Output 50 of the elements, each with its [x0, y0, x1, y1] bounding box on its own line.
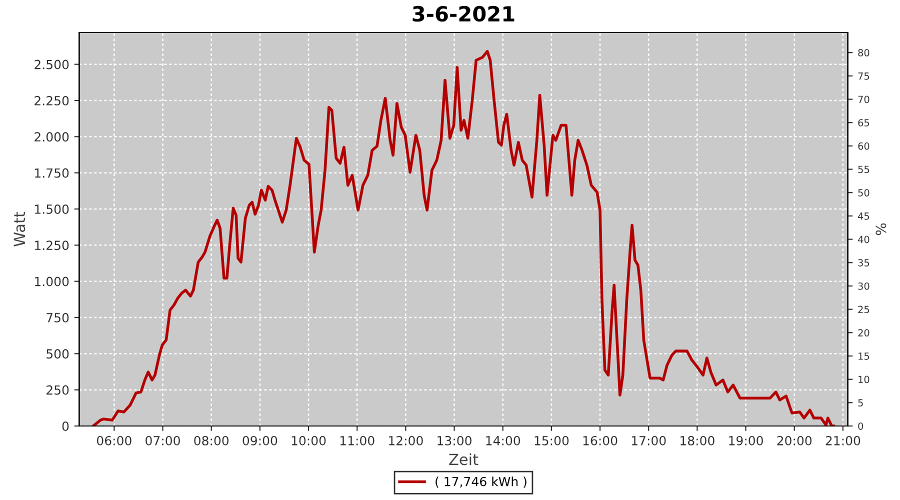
x-tick-label: 20:00	[777, 436, 812, 446]
y-tick-label: 1.500	[35, 204, 69, 214]
y-tick-label: 2.250	[34, 96, 69, 106]
y2-tick-label: 0	[858, 422, 864, 430]
y2-tick-label: 65	[858, 119, 870, 126]
y2-tick-label: 30	[858, 282, 870, 290]
x-axis-title: Zeit	[449, 453, 478, 466]
y2-tick-label: 40	[858, 236, 870, 244]
y2-tick-label: 20	[858, 329, 870, 336]
y-tick-label: 1.000	[35, 276, 69, 286]
y2-axis-title: %	[876, 223, 886, 236]
y-tick-label: 2.500	[34, 60, 69, 70]
x-tick-label: 09:00	[242, 436, 278, 446]
x-tick-label: 10:00	[292, 436, 326, 446]
y2-tick-label: 10	[858, 376, 870, 384]
y-tick-label: 0	[62, 421, 69, 431]
y-tick-label: 500	[46, 349, 69, 359]
x-tick-label: 12:00	[389, 436, 423, 446]
x-tick-label: 13:00	[438, 436, 472, 446]
x-tick-label: 06:00	[96, 436, 132, 446]
y2-tick-label: 55	[858, 166, 870, 174]
y2-tick-label: 80	[858, 49, 870, 56]
x-tick-label: 14:00	[486, 436, 520, 446]
x-tick-label: 19:00	[729, 436, 763, 446]
y-tick-label: 2.000	[34, 132, 69, 142]
legend-label: ( 17,746 kWh )	[436, 476, 526, 488]
x-tick-label: 11:00	[340, 436, 374, 446]
x-tick-label: 21:00	[826, 436, 860, 446]
x-tick-label: 17:00	[632, 436, 666, 446]
y-tick-label: 750	[46, 312, 69, 322]
x-tick-label: 15:00	[534, 436, 569, 446]
y2-tick-label: 60	[858, 142, 870, 150]
y2-tick-label: 15	[858, 352, 870, 360]
y-tick-label: 1.250	[35, 240, 69, 250]
line-series	[92, 50, 836, 426]
y2-tick-label: 35	[858, 259, 870, 266]
y2-tick-label: 50	[858, 189, 870, 196]
y2-tick-label: 70	[858, 96, 870, 104]
x-tick-label: 07:00	[146, 436, 180, 446]
y-tick-label: 250	[46, 385, 69, 395]
y2-tick-label: 25	[858, 306, 870, 314]
x-tick-label: 08:00	[194, 436, 229, 446]
x-tick-label: 16:00	[583, 436, 618, 446]
chart-title: 3-6-2021	[412, 6, 514, 22]
y2-tick-label: 45	[858, 212, 870, 220]
y2-tick-label: 75	[858, 72, 870, 80]
y-axis-title: Watt	[14, 212, 26, 246]
x-tick-label: 18:00	[680, 436, 714, 446]
y-tick-label: 1.750	[35, 168, 69, 178]
y2-tick-label: 5	[858, 399, 863, 406]
